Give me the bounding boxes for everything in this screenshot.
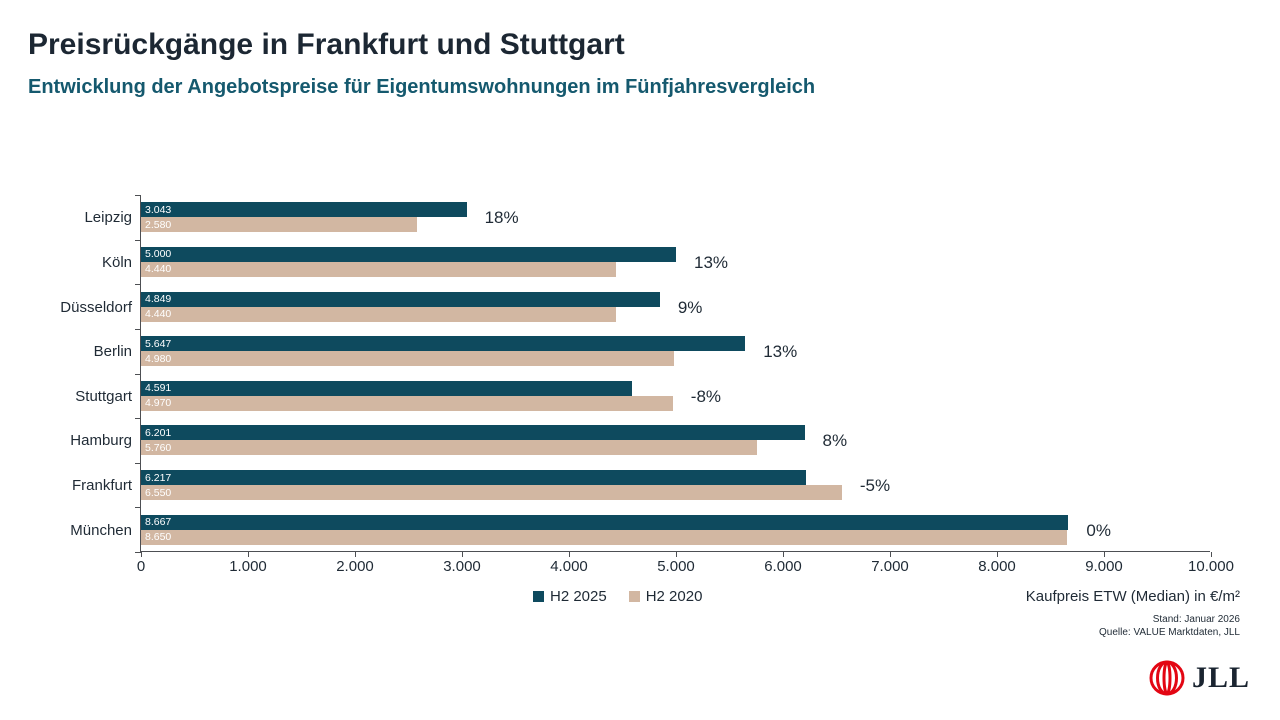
- legend-swatch: [533, 591, 544, 602]
- x-axis-tick-label: 4.000: [550, 558, 588, 575]
- category-label-stuttgart: Stuttgart: [75, 387, 132, 405]
- change-percent-label: 0%: [1086, 520, 1111, 540]
- x-axis-tick: [676, 552, 677, 557]
- bar-value-label: 6.217: [145, 471, 172, 484]
- category-label-frankfurt: Frankfurt: [71, 477, 132, 495]
- bar-h2-2025-stuttgart: 4.591: [141, 380, 633, 396]
- source-note: Stand: Januar 2026 Quelle: VALUE Marktda…: [1099, 613, 1240, 639]
- y-axis-tick: [135, 507, 141, 509]
- bar-value-label: 4.849: [145, 293, 172, 306]
- bar-h2-2020-stuttgart: 4.970: [141, 395, 673, 411]
- change-percent-label: 13%: [694, 252, 729, 272]
- bar-value-label: 5.647: [145, 337, 172, 350]
- brand-logo: JLL: [1148, 658, 1250, 698]
- x-axis-tick: [890, 552, 891, 557]
- x-axis-tick-label: 9.000: [1085, 558, 1123, 575]
- x-axis-tick-label: 2.000: [336, 558, 374, 575]
- bar-h2-2025-berlin: 5.647: [141, 336, 746, 352]
- x-axis-tick-label: 5.000: [657, 558, 695, 575]
- legend-item-h2-2020: H2 2020: [628, 588, 703, 605]
- y-axis-tick: [135, 239, 141, 241]
- bar-h2-2020-kln: 4.440: [141, 261, 617, 277]
- change-percent-label: 18%: [484, 208, 519, 228]
- legend-label: H2 2025: [550, 588, 607, 605]
- bar-h2-2020-mnchen: 8.650: [141, 529, 1067, 545]
- bar-value-label: 3.043: [145, 203, 172, 216]
- category-label-berlin: Berlin: [93, 343, 132, 361]
- bar-h2-2020-dsseldorf: 4.440: [141, 306, 617, 322]
- change-percent-label: -8%: [690, 386, 722, 406]
- x-axis-tick-label: 0: [136, 558, 146, 575]
- jll-globe-icon: [1149, 660, 1185, 696]
- bar-value-label: 5.760: [145, 441, 172, 454]
- chart-legend: H2 2025 H2 2020: [533, 588, 702, 605]
- bar-h2-2020-hamburg: 5.760: [141, 440, 758, 456]
- x-axis-tick-label: 8.000: [978, 558, 1016, 575]
- stand-line: Stand: Januar 2026: [1152, 614, 1240, 625]
- bar-h2-2025-frankfurt: 6.217: [141, 470, 807, 486]
- y-axis-tick: [135, 462, 141, 464]
- y-axis-tick: [135, 328, 141, 330]
- bar-h2-2025-hamburg: 6.201: [141, 425, 805, 441]
- x-axis-tick: [783, 552, 784, 557]
- bar-value-label: 8.667: [145, 516, 172, 529]
- bar-h2-2025-dsseldorf: 4.849: [141, 291, 660, 307]
- page-subtitle: Entwicklung der Angebotspreise für Eigen…: [28, 76, 816, 98]
- x-axis-tick: [141, 552, 142, 557]
- x-axis-tick: [1104, 552, 1105, 557]
- x-axis-caption: Kaufpreis ETW (Median) in €/m²: [1025, 588, 1240, 605]
- x-axis-tick: [1211, 552, 1212, 557]
- legend-label: H2 2020: [645, 588, 703, 605]
- change-percent-label: 9%: [677, 297, 703, 317]
- bar-value-label: 6.201: [145, 426, 172, 439]
- bar-h2-2020-berlin: 4.980: [141, 351, 674, 367]
- change-percent-label: -5%: [859, 476, 891, 496]
- category-label-hamburg: Hamburg: [70, 432, 132, 450]
- x-axis-tick: [355, 552, 356, 557]
- x-axis-tick: [462, 552, 463, 557]
- bar-h2-2025-kln: 5.000: [141, 246, 676, 262]
- bar-value-label: 4.970: [145, 397, 172, 410]
- x-axis-tick-label: 10.000: [1188, 558, 1234, 575]
- x-axis-tick: [569, 552, 570, 557]
- bar-value-label: 2.580: [145, 218, 172, 231]
- brand-text: JLL: [1191, 661, 1250, 694]
- change-percent-label: 8%: [822, 431, 848, 451]
- legend-item-h2-2025: H2 2025: [533, 588, 607, 605]
- y-axis-tick: [135, 284, 141, 286]
- category-label-kln: Köln: [101, 253, 132, 271]
- change-percent-label: 13%: [763, 342, 798, 362]
- y-axis-tick: [135, 552, 141, 553]
- y-axis-tick: [135, 373, 141, 375]
- category-label-dsseldorf: Düsseldorf: [60, 298, 132, 316]
- x-axis-tick-label: 6.000: [764, 558, 802, 575]
- x-axis-tick: [997, 552, 998, 557]
- bar-value-label: 4.440: [145, 263, 172, 276]
- bar-h2-2025-leipzig: 3.043: [141, 202, 467, 218]
- bar-chart-plot-area: 0 1.000 2.000 3.000 4.000 5.000 6.000 7.000 8.00…: [60, 195, 1234, 575]
- legend-swatch: [628, 591, 640, 602]
- bar-value-label: 8.650: [145, 531, 172, 544]
- y-axis-tick: [135, 195, 141, 196]
- category-label-leipzig: Leipzig: [84, 209, 132, 227]
- bar-value-label: 5.000: [145, 248, 172, 261]
- bar-h2-2020-leipzig: 2.580: [141, 217, 418, 233]
- x-axis-tick-label: 3.000: [443, 558, 481, 575]
- bar-value-label: 4.980: [145, 352, 172, 365]
- quelle-line: Quelle: VALUE Marktdaten, JLL: [1099, 627, 1240, 638]
- bar-h2-2020-frankfurt: 6.550: [141, 485, 842, 501]
- x-axis-tick: [248, 552, 249, 557]
- bar-value-label: 6.550: [145, 486, 172, 499]
- category-label-mnchen: München: [70, 521, 132, 539]
- y-axis-tick: [135, 418, 141, 420]
- x-axis-tick-label: 7.000: [871, 558, 909, 575]
- page-title: Preisrückgänge in Frankfurt und Stuttgar…: [28, 28, 625, 61]
- bar-value-label: 4.440: [145, 308, 172, 321]
- x-axis-tick-label: 1.000: [229, 558, 267, 575]
- bar-h2-2025-mnchen: 8.667: [141, 514, 1069, 530]
- bar-value-label: 4.591: [145, 382, 172, 395]
